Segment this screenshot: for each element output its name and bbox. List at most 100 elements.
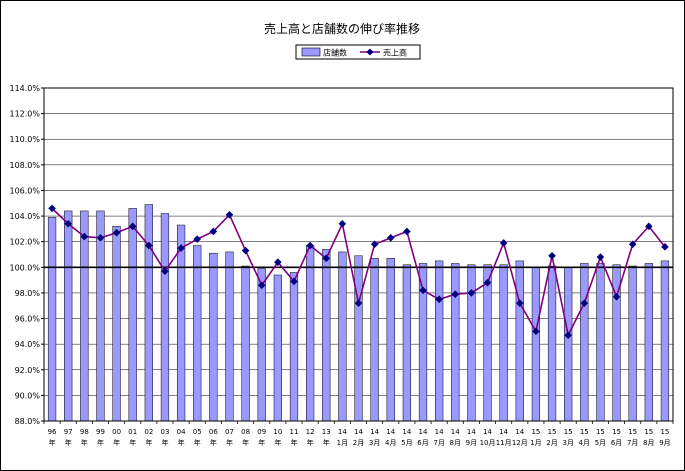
bar — [370, 258, 379, 422]
plot-area: 88.0% 90.0% 92.0% 94.0% 96.0% 98.0% 100.0% 102.… — [9, 84, 674, 447]
x-tick-label-period: 3月 — [369, 439, 380, 447]
bar — [273, 274, 282, 422]
x-tick-label-period: 年 — [274, 438, 281, 447]
x-tick-label-year: 14 — [419, 428, 428, 436]
bar — [547, 265, 557, 422]
x-tick-label-year: 08 — [241, 428, 250, 436]
sales-point — [290, 277, 298, 286]
bar — [483, 264, 492, 422]
sales-point — [548, 251, 556, 260]
sales-point — [467, 289, 476, 297]
sales-point — [306, 241, 314, 250]
legend-label-stores: 店舗数 — [323, 48, 347, 58]
x-tick-label-year: 04 — [177, 428, 186, 436]
bar — [176, 224, 186, 422]
legend-box — [295, 44, 421, 60]
x-tick-label-period: 1月 — [530, 439, 541, 447]
bar — [160, 213, 170, 422]
x-tick-label-period: 1月 — [337, 439, 348, 447]
x-tick-label-period: 8月 — [643, 439, 654, 447]
bar — [112, 226, 121, 422]
bar — [209, 252, 218, 422]
bar — [515, 260, 524, 422]
x-tick-label-year: 00 — [112, 428, 121, 436]
x-tick-label-year: 98 — [80, 428, 89, 436]
x-tick-label-year: 02 — [144, 428, 153, 436]
bar — [564, 267, 573, 422]
x-tick-label-period: 2月 — [353, 439, 364, 447]
sales-point — [128, 222, 137, 231]
bar — [257, 268, 266, 422]
x-tick-label-period: 年 — [194, 438, 201, 447]
sales-point — [596, 253, 605, 261]
x-tick-label-year: 15 — [596, 428, 605, 436]
x-tick-label-year: 14 — [483, 428, 492, 436]
y-tick-label: 90.0% — [15, 391, 41, 400]
x-tick-label-year: 01 — [128, 428, 137, 436]
x-tick-label-period: 6月 — [611, 439, 622, 447]
y-tick-label: 106.0% — [9, 186, 40, 195]
sales-point — [419, 286, 427, 295]
bar — [128, 208, 137, 422]
legend-marker-swatch — [366, 48, 374, 56]
x-tick-label-year: 14 — [515, 428, 524, 436]
sales-point — [532, 327, 540, 336]
bar — [467, 264, 476, 422]
x-tick-label-period: 年 — [97, 438, 104, 447]
x-tick-label-period: 年 — [307, 438, 314, 447]
bar — [80, 210, 89, 422]
x-tick-label-year: 14 — [338, 428, 347, 436]
bar — [386, 258, 395, 422]
x-tick-label-year: 03 — [161, 428, 170, 436]
x-tick-label-year: 14 — [451, 428, 460, 436]
x-tick-label-period: 年 — [81, 438, 88, 447]
x-tick-label-year: 06 — [209, 428, 218, 436]
sales-point — [499, 239, 508, 247]
x-tick-label-year: 96 — [48, 428, 57, 436]
x-tick-label-year: 15 — [564, 428, 573, 436]
sales-point — [564, 331, 572, 339]
bar — [144, 204, 153, 422]
x-tick-label-year: 14 — [402, 428, 411, 436]
sales-point — [322, 254, 331, 263]
x-tick-label-period: 5月 — [401, 439, 412, 447]
bar — [193, 245, 202, 422]
sales-point — [225, 210, 234, 219]
x-tick-label-year: 11 — [290, 428, 299, 436]
x-tick-label-year: 15 — [548, 428, 557, 436]
x-tick-label-period: 7月 — [627, 439, 638, 447]
sales-point — [274, 258, 282, 266]
chart-title: 売上高と店舗数の伸び率推移 — [264, 21, 420, 36]
x-tick-label-year: 14 — [467, 428, 476, 436]
legend-label-sales: 売上高 — [383, 48, 407, 58]
y-tick-label: 96.0% — [15, 315, 41, 324]
sales-point — [661, 243, 669, 251]
x-tick-label-period: 年 — [323, 438, 330, 447]
bar — [531, 267, 541, 422]
x-tick-label-period: 10月 — [480, 439, 496, 447]
bar — [499, 264, 508, 422]
y-tick-label: 104.0% — [9, 212, 40, 221]
sales-point — [370, 240, 379, 249]
y-tick-label: 92.0% — [15, 366, 41, 375]
x-tick-label-period: 9月 — [466, 439, 477, 447]
sales-point — [209, 227, 218, 236]
x-tick-label-year: 15 — [580, 428, 589, 436]
x-tick-label-period: 11月 — [496, 439, 512, 447]
x-tick-label-period: 年 — [161, 438, 168, 447]
x-tick-label-year: 15 — [628, 428, 637, 436]
bar — [47, 217, 57, 422]
x-tick-label-period: 5月 — [595, 439, 606, 447]
bar — [64, 210, 73, 422]
x-tick-label-year: 99 — [96, 428, 105, 436]
bar — [305, 245, 315, 422]
x-tick-label-year: 13 — [322, 428, 331, 436]
sales-point — [386, 234, 395, 242]
x-tick-label-period: 4月 — [579, 439, 590, 447]
y-tick-label: 108.0% — [9, 161, 40, 170]
x-tick-label-period: 年 — [258, 438, 265, 447]
sales-point — [145, 241, 153, 250]
bar — [402, 264, 412, 422]
x-tick-label-period: 7月 — [433, 439, 444, 447]
y-tick-label: 88.0% — [15, 417, 41, 426]
